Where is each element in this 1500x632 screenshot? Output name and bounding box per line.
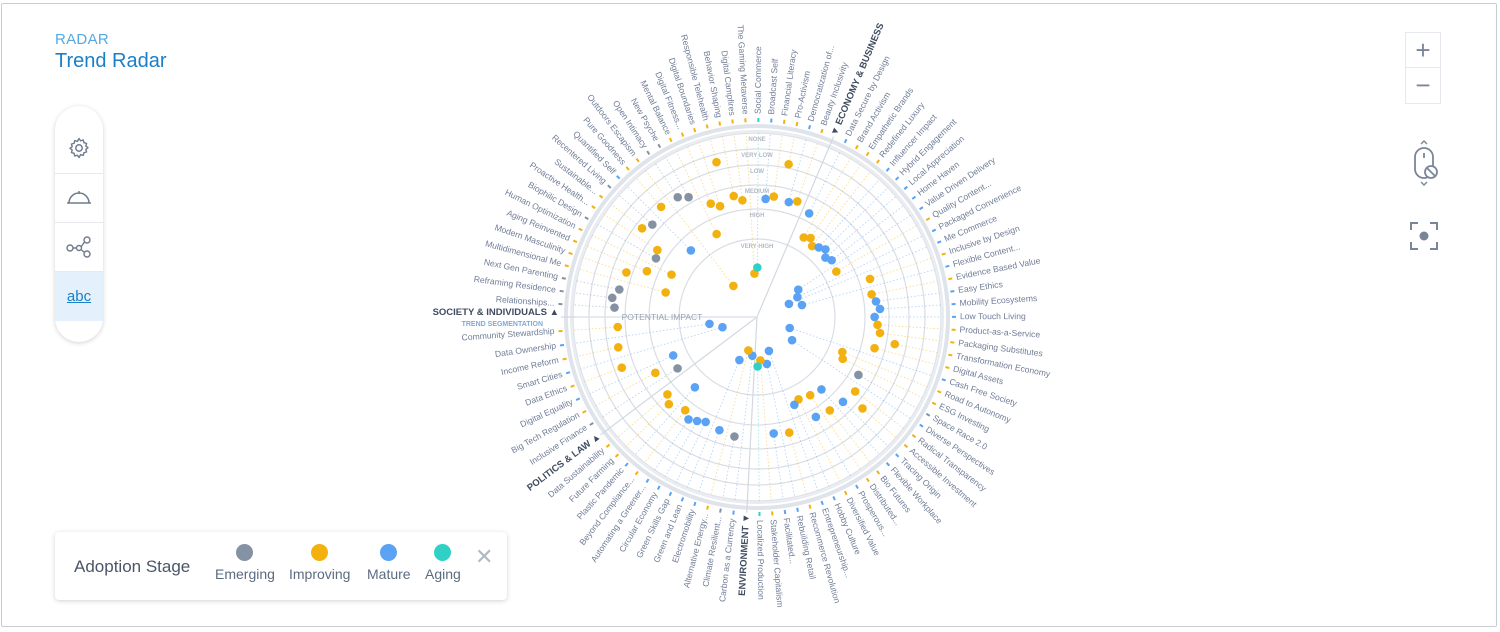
mouse-scroll-disabled-icon [1414,140,1438,186]
legend-title: Adoption Stage [74,557,191,576]
legend-label: Mature [367,566,411,582]
legend-dot [236,544,254,561]
legend-item-emerging: Emerging [215,544,275,582]
legend-label: Improving [289,566,351,582]
radar-view-button[interactable] [55,173,103,221]
legend-dot [380,544,398,561]
text-labels-icon: abc [66,288,92,305]
page-kicker: RADAR [55,31,110,48]
focus-center-button[interactable] [1409,221,1439,256]
legend-close-icon[interactable]: ✕ [475,544,494,569]
settings-button[interactable] [55,124,103,172]
text-labels-button[interactable]: abc [55,271,103,321]
network-icon [66,235,91,258]
legend-label: Aging [425,566,461,582]
legend-item-improving: Improving [289,544,350,582]
legend-item-aging: Aging [425,544,461,582]
zoom-out-button[interactable]: − [1405,68,1441,104]
view-toolbar: abc [55,106,103,342]
gear-icon [69,137,89,159]
legend-dot [311,544,329,561]
adoption-stage-legend: Adoption Stage Emerging Improving Mature… [55,532,507,600]
legend-dot [434,544,452,561]
page-title: Trend Radar [55,50,167,72]
radar-arc-icon [67,190,91,204]
focus-center-icon [1410,222,1438,250]
legend-item-mature: Mature [367,544,411,582]
scroll-zoom-toggle[interactable] [1408,138,1442,193]
network-view-button[interactable] [55,222,103,270]
legend-label: Emerging [215,566,275,582]
zoom-in-button[interactable]: + [1405,32,1441,68]
app-frame [1,3,1497,627]
